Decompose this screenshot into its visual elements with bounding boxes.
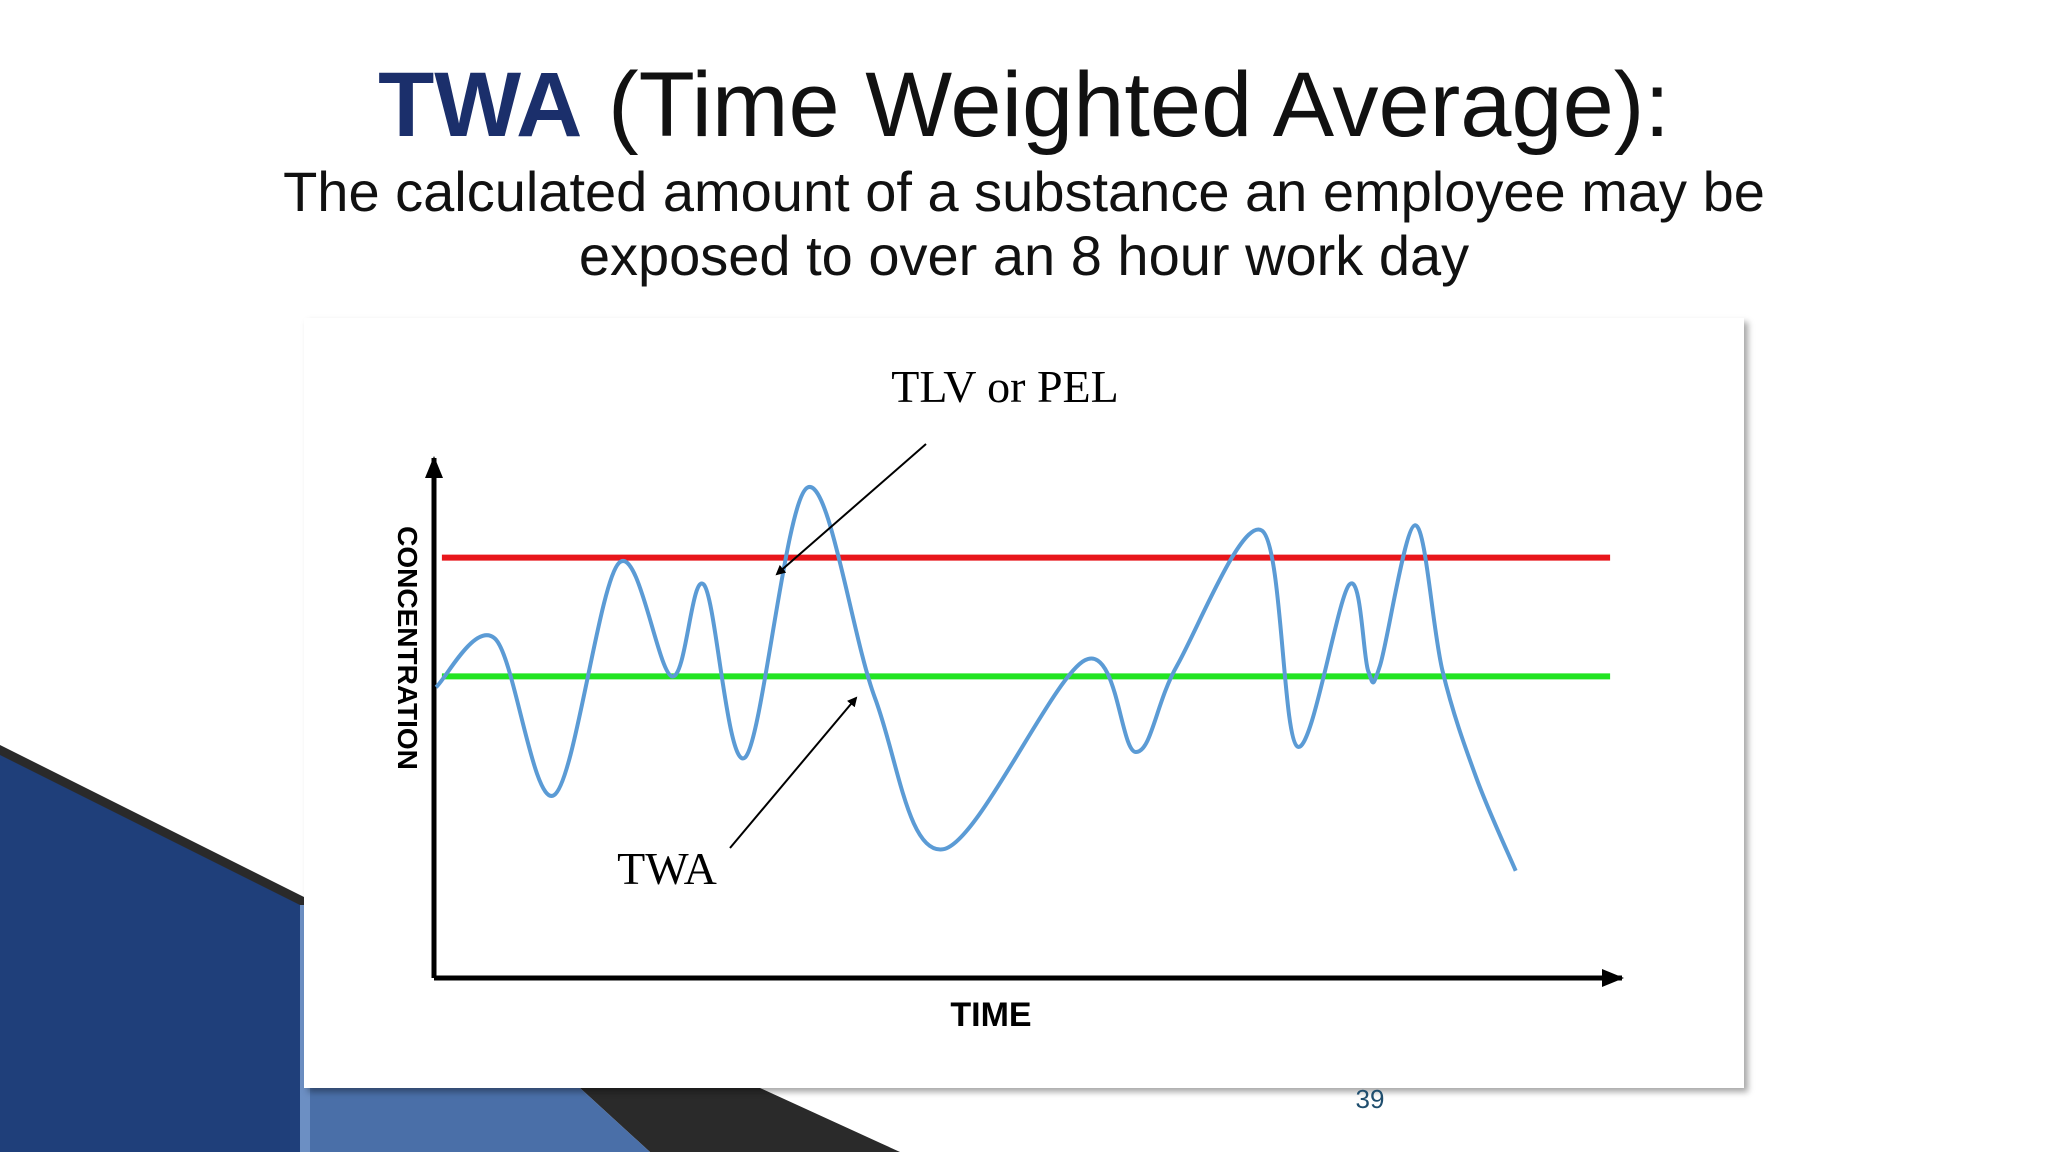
chart-figure: CONCENTRATION TIME TLV or PEL TWA [304,318,1744,1088]
page-number: 39 [1355,1084,1385,1114]
decor-bottom-dark [580,1088,900,1152]
y-axis-label: CONCENTRATION [392,526,423,770]
tlv-pel-annotation: TLV or PEL [891,361,1118,412]
title-accent: TWA [378,54,583,156]
twa-arrow [729,696,858,849]
title-rest: (Time Weighted Average): [582,54,1670,156]
twa-annotation: TWA [617,843,717,894]
slide-subtitle: The calculated amount of a substance an … [283,160,1765,287]
decor-navy-shape [0,755,310,1152]
concentration-curve [434,485,1518,872]
decor-bottom-blue [310,1088,650,1152]
tlv-pel-arrow [775,443,927,576]
slide-title: TWA (Time Weighted Average): [0,50,2048,160]
x-axis-label: TIME [950,996,1031,1034]
concentration-chart: CONCENTRATION TIME TLV or PEL TWA [392,361,1624,1034]
